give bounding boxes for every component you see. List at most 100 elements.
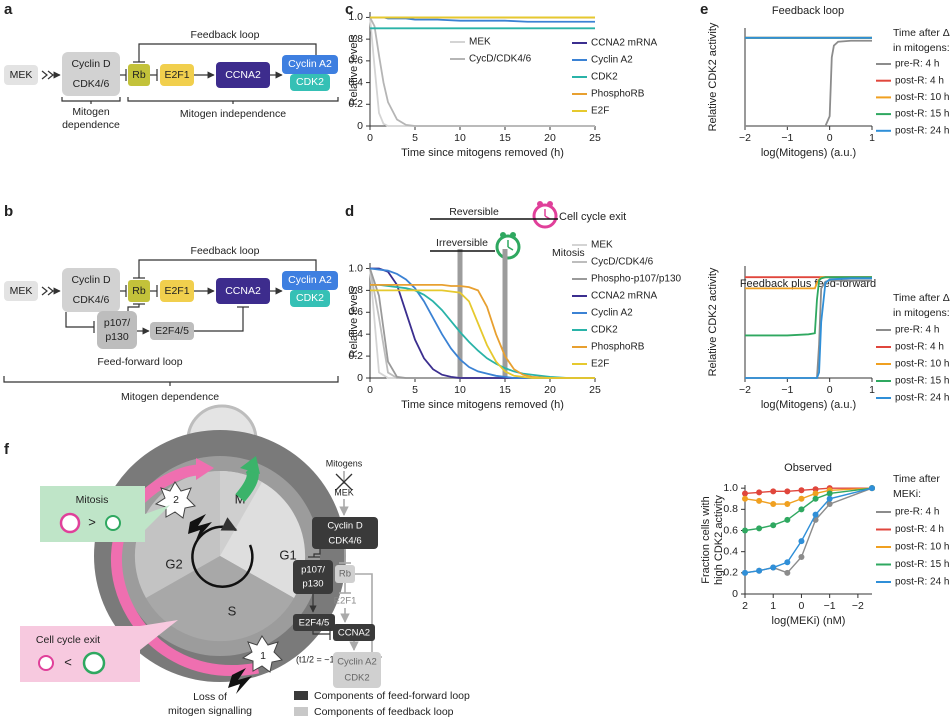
legend-title: in mitogens: [893,307,950,319]
data-point [826,495,833,502]
label: M [235,491,246,506]
data-point [742,527,748,534]
data-point [784,516,791,523]
label: CDK4/6 [328,536,361,547]
label: Rb [132,69,146,81]
y-tick-label: 0.2 [348,350,363,362]
data-point [756,567,763,574]
x-tick-label: 5 [412,384,418,396]
label: MEK [10,69,33,81]
panel-label: e [700,1,708,18]
series-line [370,289,595,379]
clock-icons-shape [547,201,553,207]
cell-cycle-diagram-shape [105,515,121,531]
timepoint-marker [502,249,508,378]
data-point [742,490,748,497]
diagram-b-shape [65,312,94,328]
pathway-diagram-shape [294,707,308,716]
label: Cyclin A2 [288,274,332,286]
legend-label: PhosphoRB [591,89,645,100]
legend-label: MEK [469,37,491,48]
legend-label: post-R: 24 h [895,125,949,136]
x-tick-label: 0 [827,132,833,144]
legend-label: CycD/CDK4/6 [591,257,654,268]
y-tick-label: 0.8 [723,503,738,515]
label: CDK2 [296,76,324,88]
cell-cycle-diagram-shape [134,470,220,598]
data-point [826,490,833,497]
clock-icons-shape [507,240,514,251]
diagram-b-shape [62,268,120,312]
legend-title: Time after [893,473,940,485]
diagram-a-shape [216,62,270,88]
label: Feedback loop [191,245,260,257]
x-tick-label: −2 [739,132,751,144]
label: p107/ [104,317,130,329]
clock-icons-shape [500,232,506,238]
y-tick-label: 0 [357,372,363,384]
pathway-diagram-shape [335,473,353,491]
x-axis-label: Time since mitogens removed (h) [401,399,564,411]
legend-label: CCNA2 mRNA [591,38,657,49]
legend-label: post-R: 15 h [895,376,949,387]
label: Feedback loop [191,29,260,41]
label: Mitogens [326,458,363,468]
diagram-a-shape [4,65,38,85]
x-tick-label: 0 [799,600,805,612]
data-point [756,489,763,496]
label: CDK2 [344,673,369,684]
y-tick-label: 0.2 [723,567,738,579]
legend-label: CDK2 [591,325,618,336]
clock-icons-shape [510,232,516,238]
label: Components of feedback loop [314,706,454,718]
y-axis-label: Relative levels [348,286,360,357]
label: G1 [279,547,296,562]
x-tick-label: −1 [781,132,793,144]
data-point [798,495,805,502]
x-tick-label: 0 [367,132,373,144]
pathway-diagram-shape [312,517,378,549]
label: Mitosis [76,494,109,506]
cell-cycle-diagram-shape [110,464,260,676]
diagram-b-shape [41,286,54,296]
legend-label: post-R: 4 h [895,75,944,86]
y-tick-label: 1.0 [348,262,363,274]
data-point [770,522,777,529]
x-tick-label: −2 [852,600,864,612]
legend-label: Cyclin A2 [591,55,633,66]
series-line [745,279,872,379]
series-line [370,284,595,379]
series-line [745,276,872,337]
diagram-b-shape [138,259,317,278]
label: Cyclin D [71,58,111,70]
data-point [770,564,777,571]
label: dependence [62,119,120,131]
panel-labels: a b c d e f [4,1,708,458]
data-point [770,488,777,495]
series-line [369,17,595,127]
diagram-a-shape [61,97,121,104]
x-tick-label: 5 [412,132,418,144]
diagram-a-shape [62,52,120,96]
diagram-a-shape [138,43,317,62]
diagram-b-shape [127,304,140,311]
x-tick-label: 0 [827,384,833,396]
label: Cell cycle exit [36,634,100,646]
label: E2F1 [334,596,357,607]
legend-label: post-R: 24 h [895,393,949,404]
diagram-a-shape [128,64,150,86]
legend-label: pre-R: 4 h [895,59,939,70]
x-axis-label: log(MEKi) (nM) [772,615,846,627]
legend-label: pre-R: 4 h [895,507,939,518]
y-tick-label: 0.4 [348,328,363,340]
label: Cyclin D [71,274,111,286]
label: S [228,603,237,618]
label: Mitogen independence [180,108,286,120]
y-axis-label: Relative CDK2 activity [707,267,719,376]
y-axis-label: Relative levels [348,34,360,105]
label: mitogen signalling [168,705,252,717]
diagram-b-shape [282,271,338,290]
legend-label: pre-R: 4 h [895,325,939,336]
label: Components of feed-forward loop [314,690,470,702]
